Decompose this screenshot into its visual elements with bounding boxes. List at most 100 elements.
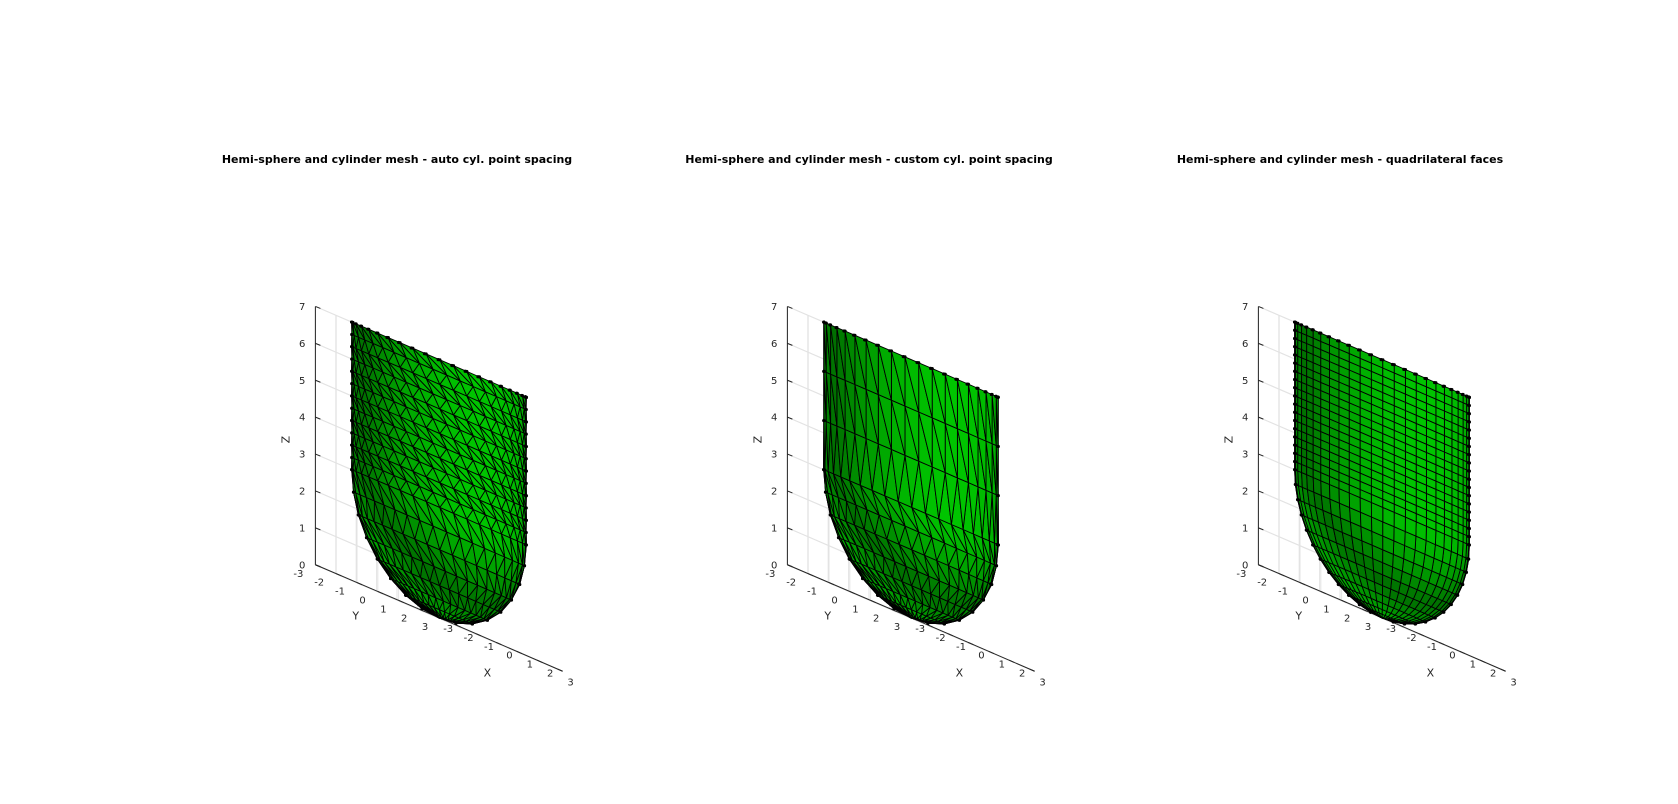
mesh-vertex: [524, 395, 527, 398]
z-tick-label: 1: [299, 523, 305, 534]
mesh-vertex: [1449, 388, 1452, 391]
mesh-vertex: [848, 558, 851, 561]
mesh-vertex: [360, 325, 363, 328]
x-tick-label: -3: [915, 624, 925, 635]
mesh-vertex: [524, 469, 527, 472]
mesh-vertex: [837, 536, 840, 539]
mesh-vertex: [996, 543, 999, 546]
mesh-vertex: [1467, 469, 1470, 472]
mesh-vertex: [1294, 378, 1297, 381]
x-tick-label: -3: [443, 624, 453, 635]
mesh-vertex: [404, 594, 407, 597]
x-tick-label: 1: [527, 660, 533, 671]
y-axis-label: Y: [351, 609, 359, 622]
mesh-vertex: [1467, 510, 1470, 513]
mesh-vertex: [470, 622, 473, 625]
x-tick-label: 1: [1470, 660, 1476, 671]
mesh-vertex: [350, 431, 353, 434]
mesh-vertex: [970, 610, 973, 613]
mesh-vertex: [822, 321, 825, 324]
mesh-vertex: [365, 536, 368, 539]
mesh-vertex: [1294, 419, 1297, 422]
y-tick-label: 2: [873, 613, 879, 624]
mesh-vertex: [1294, 321, 1297, 324]
mesh-vertex: [1294, 337, 1297, 340]
mesh-vertex: [1359, 348, 1362, 351]
mesh-vertex: [1294, 452, 1297, 455]
mesh-vertex: [1404, 368, 1407, 371]
x-tick-label: -1: [484, 642, 494, 653]
z-axis-label: Z: [1222, 435, 1235, 443]
y-tick-label: -1: [1278, 587, 1288, 598]
mesh-vertex: [1467, 502, 1470, 505]
y-tick-label: 1: [1323, 604, 1329, 615]
z-tick: [1258, 343, 1263, 345]
y-tick-label: 0: [831, 595, 837, 606]
mesh-vertex: [903, 355, 906, 358]
mesh-vertex: [465, 370, 468, 373]
z-tick-label: 5: [1242, 376, 1248, 387]
x-tick-label: 2: [547, 668, 553, 679]
y-tick-label: 1: [852, 604, 858, 615]
mesh-vertex: [350, 333, 353, 336]
z-tick-label: 3: [299, 450, 305, 461]
z-tick-label: 2: [299, 486, 305, 497]
x-axis-label: X: [484, 667, 492, 680]
mesh-vertex: [358, 514, 361, 517]
z-tick: [1258, 306, 1263, 308]
mesh-vertex: [1433, 616, 1436, 619]
mesh-vertex: [829, 323, 832, 326]
mesh-vertex: [376, 332, 379, 335]
z-tick-label: 2: [1242, 486, 1248, 497]
mesh-vertex: [1467, 412, 1470, 415]
y-tick-label: -2: [1257, 578, 1267, 589]
y-tick-label: 3: [894, 622, 900, 633]
mesh-vertex: [1467, 395, 1470, 398]
mesh-vertex: [1347, 594, 1350, 597]
subplot-auto-spacing: Hemi-sphere and cylinder mesh - auto cyl…: [157, 0, 637, 800]
y-tick-label: 2: [1344, 613, 1350, 624]
mesh-vertex: [498, 610, 501, 613]
z-tick-label: 5: [299, 376, 305, 387]
x-tick-label: 2: [1490, 668, 1496, 679]
mesh-vertex: [1305, 326, 1308, 329]
mesh-vertex: [350, 357, 353, 360]
x-tick-label: -2: [464, 633, 474, 644]
mesh-vertex: [1467, 543, 1470, 546]
mesh-vertex: [524, 531, 527, 534]
mesh-vertex: [1456, 391, 1459, 394]
mesh-vertex: [1312, 543, 1315, 546]
mesh-vertex: [982, 598, 985, 601]
y-tick-label: 0: [1302, 595, 1308, 606]
mesh-vertex: [1434, 381, 1437, 384]
mesh-vertex: [500, 385, 503, 388]
mesh-vertex: [996, 494, 999, 497]
mesh-vertex: [1328, 335, 1331, 338]
y-axis-label: Y: [1294, 609, 1302, 622]
z-tick: [315, 454, 320, 456]
mesh-vertex: [523, 564, 526, 567]
mesh-vertex: [524, 420, 527, 423]
mesh-vertex: [510, 598, 513, 601]
x-tick: [537, 660, 542, 662]
y-tick-label: -2: [786, 578, 796, 589]
mesh-vertex: [843, 330, 846, 333]
mesh-vertex: [1443, 385, 1446, 388]
mesh-vertex: [1381, 358, 1384, 361]
mesh-vertex: [1415, 373, 1418, 376]
x-tick-label: 0: [506, 651, 512, 662]
z-tick: [787, 380, 792, 382]
x-tick-label: 3: [1510, 677, 1516, 688]
mesh-vertex: [1294, 354, 1297, 357]
x-tick-label: 3: [567, 677, 573, 688]
mesh-vertex: [352, 490, 355, 493]
y-tick-label: 0: [359, 595, 365, 606]
mesh-vertex: [350, 407, 353, 410]
mesh-vertex: [1449, 603, 1452, 606]
mesh-vertex: [975, 387, 978, 390]
mesh-vertex: [524, 444, 527, 447]
z-tick: [1258, 491, 1263, 493]
y-tick-label: -2: [314, 578, 324, 589]
x-tick-label: -2: [936, 633, 946, 644]
mesh-vertex: [489, 380, 492, 383]
